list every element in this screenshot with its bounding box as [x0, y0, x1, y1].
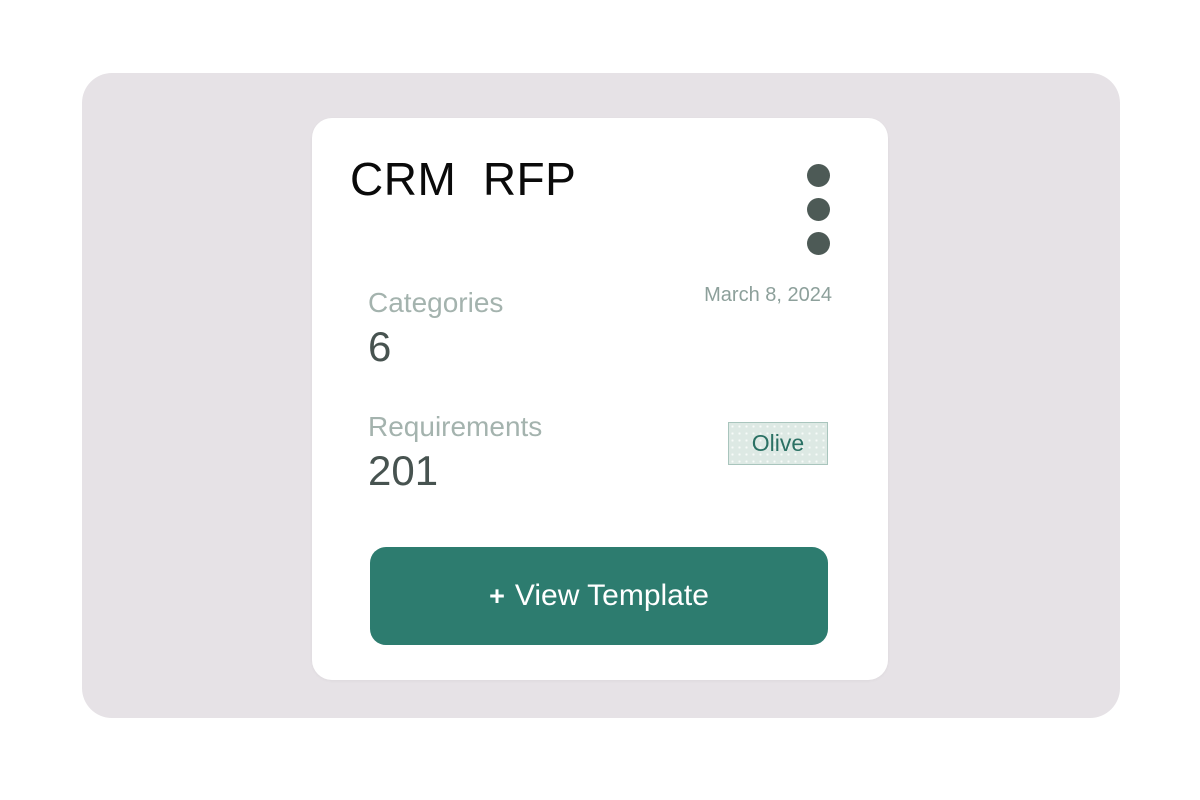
background-panel: CRM RFP Categories March 8, 2024 6 Requi… [82, 73, 1120, 718]
categories-value: 6 [368, 323, 392, 370]
plus-icon: + [489, 580, 505, 611]
view-template-label: View Template [514, 579, 709, 612]
requirements-label: Requirements [368, 411, 543, 442]
card-title: CRM RFP [350, 153, 577, 205]
menu-dot [807, 164, 830, 187]
requirements-value: 201 [368, 447, 439, 494]
card-date: March 8, 2024 [704, 284, 832, 306]
menu-dot [807, 198, 830, 221]
kebab-menu-icon[interactable] [807, 164, 830, 255]
olive-badge[interactable]: Olive [728, 422, 828, 465]
rfp-template-card: CRM RFP Categories March 8, 2024 6 Requi… [312, 118, 888, 680]
categories-label: Categories [368, 287, 504, 318]
menu-dot [807, 232, 830, 255]
view-template-button[interactable]: + View Template [370, 547, 828, 645]
